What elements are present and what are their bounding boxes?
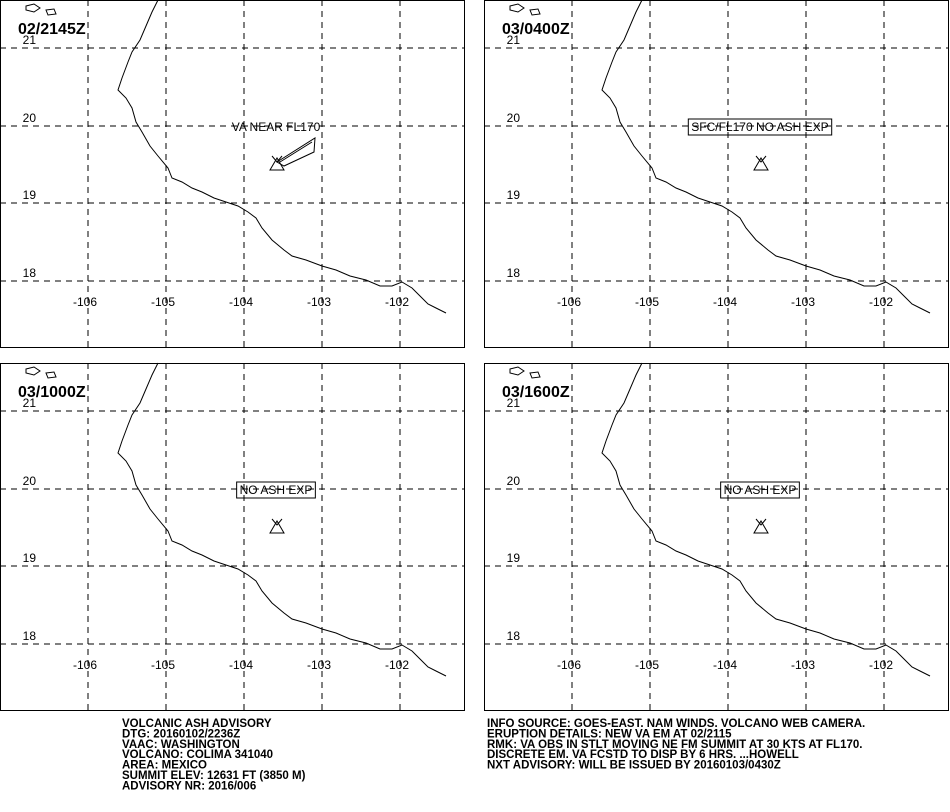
lat-label: 19 <box>507 188 521 202</box>
lon-label: -105 <box>635 295 659 309</box>
lon-label: -102 <box>869 295 893 309</box>
coastline <box>25 362 447 677</box>
advisory-line: INFO SOURCE: GOES-EAST. NAM WINDS. VOLCA… <box>487 718 865 730</box>
lon-label: -105 <box>151 658 175 672</box>
lat-label: 19 <box>23 551 37 565</box>
lat-label: 21 <box>507 396 521 410</box>
advisory-line: DISCRETE EM. VA FCSTD TO DISP BY 6 HRS. … <box>487 749 799 761</box>
advisory-line: ADVISORY NR: 2016/006 <box>122 780 256 792</box>
lon-label: -102 <box>385 295 409 309</box>
volcano-symbol <box>753 518 769 534</box>
lon-label: -104 <box>229 295 253 309</box>
advisory-line: VOLCANIC ASH ADVISORY <box>122 718 272 730</box>
panel-border <box>0 363 465 711</box>
map-panel: 21 20 19 18 -106 -105 -104 -103 -102 03/0400Z SFC/… <box>484 0 949 348</box>
coastline <box>509 362 931 677</box>
advisory-line: NXT ADVISORY: WILL BE ISSUED BY 20160103… <box>487 760 781 772</box>
lon-label: -103 <box>791 658 815 672</box>
valid-time: 03/0400Z <box>502 21 570 38</box>
lat-label: 21 <box>23 396 37 410</box>
lat-label: 20 <box>507 474 521 488</box>
advisory-line: AREA: MEXICO <box>122 760 207 772</box>
lat-label: 18 <box>507 629 521 643</box>
map-panel: 21 20 19 18 -106 -105 -104 -103 -102 03/1000Z NO A… <box>0 362 465 711</box>
panel-border <box>484 0 949 348</box>
volcano-symbol <box>753 155 769 171</box>
coastline <box>509 0 931 314</box>
coastline <box>25 0 447 314</box>
lat-label: 18 <box>23 629 37 643</box>
advisory-line: SUMMIT ELEV: 12631 FT (3850 M) <box>122 770 306 782</box>
ash-label-box <box>687 118 833 136</box>
lon-label: -104 <box>713 295 737 309</box>
map-panel: 21 20 19 18 -106 -105 -104 -103 -102 03/1600Z NO A… <box>484 362 949 711</box>
advisory-line: DTG: 20160102/2236Z <box>122 728 240 740</box>
ash-label-box <box>236 481 316 499</box>
lon-label: -102 <box>869 658 893 672</box>
lon-label: -103 <box>307 658 331 672</box>
lat-label: 19 <box>507 551 521 565</box>
ash-label-box <box>720 481 800 499</box>
lat-label: 20 <box>23 474 37 488</box>
lon-label: -106 <box>557 658 581 672</box>
advisory-line: ERUPTION DETAILS: NEW VA EM AT 02/2115 <box>487 728 732 740</box>
lon-label: -103 <box>791 295 815 309</box>
lon-label: -106 <box>73 295 97 309</box>
advisory-line: VOLCANO: COLIMA 341040 <box>122 749 273 761</box>
panel-border <box>0 0 465 348</box>
lat-label: 20 <box>23 111 37 125</box>
lon-label: -103 <box>307 295 331 309</box>
valid-time: 02/2145Z <box>18 21 86 38</box>
advisory-line: VAAC: WASHINGTON <box>122 739 240 751</box>
valid-time: 03/1000Z <box>18 384 86 401</box>
ash-label: SFC/FL170 NO ASH EXP <box>691 120 828 134</box>
map-panel: 21 20 19 18 -106 -105 -104 -103 -102 02/2145Z VA N… <box>0 0 465 348</box>
lon-label: -104 <box>229 658 253 672</box>
valid-time: 03/1600Z <box>502 384 570 401</box>
lon-label: -105 <box>151 295 175 309</box>
lat-label: 20 <box>507 111 521 125</box>
lon-label: -106 <box>73 658 97 672</box>
panel-border <box>484 363 949 711</box>
volcano-symbol <box>269 518 285 534</box>
ash-label: NO ASH EXP <box>724 483 797 497</box>
lon-label: -105 <box>635 658 659 672</box>
lat-label: 21 <box>507 33 521 47</box>
lat-label: 19 <box>23 188 37 202</box>
lon-label: -106 <box>557 295 581 309</box>
lat-label: 18 <box>507 266 521 280</box>
lon-label: -102 <box>385 658 409 672</box>
ash-label: VA NEAR FL170 <box>232 120 321 134</box>
lat-label: 18 <box>23 266 37 280</box>
lat-label: 21 <box>23 33 37 47</box>
ash-label: NO ASH EXP <box>240 483 313 497</box>
lon-label: -104 <box>713 658 737 672</box>
ash-area <box>276 137 316 167</box>
advisory-line: RMK: VA OBS IN STLT MOVING NE FM SUMMIT … <box>487 739 862 751</box>
volcano-symbol <box>269 155 285 171</box>
